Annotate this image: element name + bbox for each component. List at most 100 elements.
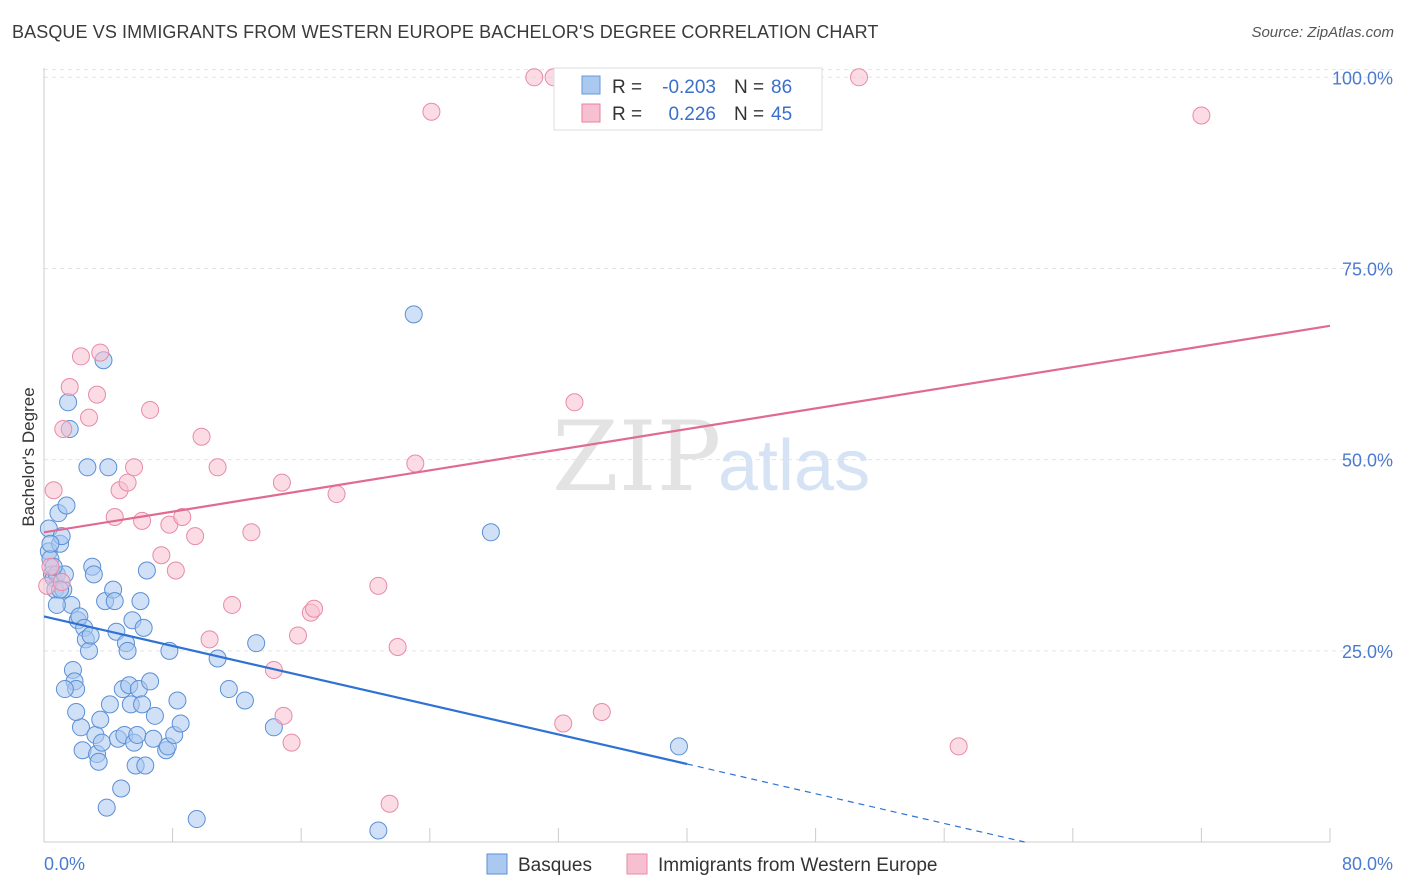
point-basques-69 xyxy=(187,810,206,829)
point-immigrants-44 xyxy=(850,68,869,87)
y-axis-label: Bachelor's Degree xyxy=(19,387,38,526)
point-basques-12 xyxy=(57,496,76,515)
point-immigrants-18 xyxy=(166,561,185,580)
legend-r-label-immigrants: R = xyxy=(612,104,642,125)
point-basques-77 xyxy=(481,523,500,542)
point-basques-82 xyxy=(41,534,60,553)
x-tick-label-0: 0.0% xyxy=(44,854,85,874)
point-immigrants-3 xyxy=(52,573,71,591)
point-immigrants-35 xyxy=(380,794,399,813)
data-points xyxy=(38,68,1211,840)
point-basques-32 xyxy=(89,752,108,771)
stats-legend: R = -0.203 N = 86 R = 0.226 N = 45 xyxy=(553,67,823,131)
point-immigrants-20 xyxy=(186,527,205,546)
point-immigrants-25 xyxy=(242,523,261,542)
legend-n-value-immigrants: 45 xyxy=(771,104,792,125)
point-immigrants-32 xyxy=(305,599,324,618)
point-basques-61 xyxy=(141,672,160,691)
trend-basques xyxy=(43,615,688,766)
trend-basques-extension xyxy=(686,763,1025,843)
point-basques-80 xyxy=(47,595,66,614)
chart-title: BASQUE VS IMMIGRANTS FROM WESTERN EUROPE… xyxy=(12,22,879,42)
point-basques-71 xyxy=(219,680,238,699)
point-basques-13 xyxy=(59,393,78,412)
point-immigrants-1 xyxy=(41,557,60,576)
point-basques-76 xyxy=(404,305,423,324)
point-basques-54 xyxy=(128,725,147,744)
point-immigrants-37 xyxy=(406,454,425,473)
point-immigrants-23 xyxy=(208,458,227,477)
series-legend-label-immigrants: Immigrants from Western Europe xyxy=(658,855,937,876)
source-label: Source: ZipAtlas.com xyxy=(1251,24,1394,41)
watermark-zip: ZIP xyxy=(552,401,721,513)
legend-n-label-immigrants: N = xyxy=(734,104,764,125)
point-immigrants-41 xyxy=(554,714,573,733)
point-basques-58 xyxy=(134,618,153,637)
point-immigrants-2 xyxy=(44,481,63,500)
y-tick-label-2: 75.0% xyxy=(1342,259,1393,279)
point-basques-39 xyxy=(100,695,119,714)
point-basques-37 xyxy=(97,798,116,817)
point-basques-78 xyxy=(669,737,688,756)
series-legend-swatch-basques xyxy=(486,853,508,875)
grid-lines xyxy=(44,69,1392,652)
point-immigrants-22 xyxy=(200,630,219,649)
series-legend-swatch-immigrants xyxy=(626,853,648,875)
point-immigrants-24 xyxy=(223,595,242,614)
point-immigrants-4 xyxy=(54,420,73,439)
point-immigrants-46 xyxy=(1192,106,1211,125)
point-immigrants-9 xyxy=(91,343,110,362)
trend-immigrants xyxy=(43,324,1331,534)
x-tick-labels: 0.0% 80.0% xyxy=(44,854,1393,874)
point-basques-29 xyxy=(84,565,103,584)
point-basques-74 xyxy=(264,718,283,737)
point-basques-60 xyxy=(137,561,156,580)
y-tick-label-1: 50.0% xyxy=(1342,451,1393,471)
legend-r-label-basques: R = xyxy=(612,77,642,98)
series-legend: Basques Immigrants from Western Europe xyxy=(486,853,937,876)
point-immigrants-5 xyxy=(60,378,79,396)
point-basques-33 xyxy=(91,710,110,729)
point-immigrants-27 xyxy=(272,473,291,492)
point-immigrants-6 xyxy=(71,347,90,366)
legend-r-value-immigrants: 0.226 xyxy=(668,104,716,125)
point-basques-85 xyxy=(145,706,164,725)
point-basques-48 xyxy=(118,641,137,660)
point-basques-38 xyxy=(99,458,118,477)
point-basques-56 xyxy=(131,592,150,611)
x-tick-label-1: 80.0% xyxy=(1342,854,1393,874)
watermark-atlas: atlas xyxy=(718,426,870,506)
point-basques-59 xyxy=(136,756,155,775)
point-immigrants-43 xyxy=(592,703,611,721)
point-basques-68 xyxy=(171,714,190,733)
point-immigrants-21 xyxy=(192,427,211,446)
point-basques-62 xyxy=(144,729,163,748)
point-immigrants-42 xyxy=(565,393,584,412)
point-basques-25 xyxy=(78,458,97,477)
point-immigrants-36 xyxy=(388,638,407,656)
point-immigrants-15 xyxy=(141,400,160,419)
legend-n-value-basques: 86 xyxy=(771,77,792,98)
series-legend-label-basques: Basques xyxy=(518,855,592,876)
point-immigrants-30 xyxy=(288,626,307,645)
point-basques-44 xyxy=(112,779,131,798)
point-basques-67 xyxy=(168,691,187,710)
point-immigrants-12 xyxy=(118,473,137,492)
point-immigrants-7 xyxy=(80,408,99,427)
point-immigrants-28 xyxy=(274,706,293,725)
axes xyxy=(43,68,1331,843)
trend-lines xyxy=(43,324,1331,843)
point-basques-84 xyxy=(67,703,86,721)
point-basques-72 xyxy=(235,691,254,710)
y-tick-label-3: 100.0% xyxy=(1332,68,1393,88)
point-basques-73 xyxy=(247,634,266,653)
y-tick-label-0: 25.0% xyxy=(1342,642,1393,662)
point-immigrants-45 xyxy=(949,737,968,756)
y-tick-labels: 25.0% 50.0% 75.0% 100.0% xyxy=(1332,68,1393,662)
point-immigrants-33 xyxy=(327,485,346,504)
point-immigrants-34 xyxy=(369,576,388,595)
legend-r-value-basques: -0.203 xyxy=(662,77,716,98)
point-immigrants-38 xyxy=(422,102,441,121)
point-basques-34 xyxy=(92,733,111,752)
